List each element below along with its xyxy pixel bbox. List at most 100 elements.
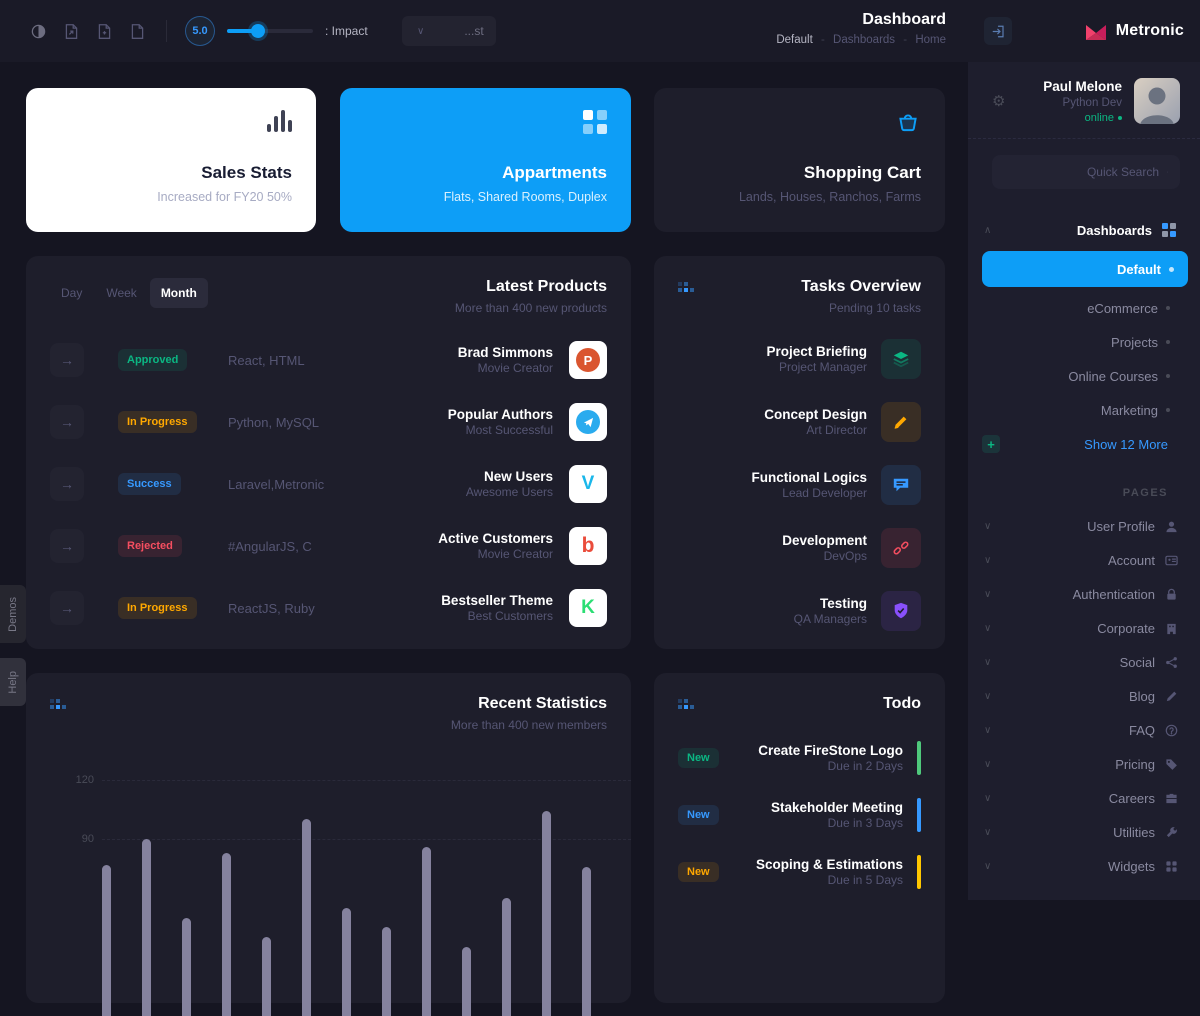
show-more-label: Show 12 More <box>1084 436 1168 452</box>
task-role: DevOps <box>823 548 867 563</box>
row-arrow-button[interactable]: → <box>50 591 84 625</box>
breadcrumb-dashboards[interactable]: Dashboards <box>833 34 896 46</box>
tab-month[interactable]: Month <box>149 278 208 308</box>
tab-day[interactable]: Day <box>50 278 93 308</box>
sidebar-item-dashboards[interactable]: ∧ Dashboards <box>968 213 1200 247</box>
building-icon <box>1165 622 1178 635</box>
sidebar-item-authentication[interactable]: ∨ Authentication <box>968 577 1200 611</box>
help-tab[interactable]: Help <box>0 658 26 706</box>
dots-grid-icon[interactable] <box>678 282 694 292</box>
tasks-overview-card: Tasks Overview Pending 10 tasks Project … <box>654 256 945 649</box>
todo-title: Create FireStone Logo <box>758 742 903 758</box>
chevron-down-icon: ∨ <box>984 826 992 838</box>
row-arrow-button[interactable]: → <box>50 343 84 377</box>
sidebar-item-online-courses[interactable]: Online Courses <box>968 359 1200 393</box>
avatar[interactable] <box>1134 78 1180 124</box>
sidebar-item-projects[interactable]: Projects <box>968 325 1200 359</box>
stat-bar <box>582 867 591 1016</box>
row-arrow-button[interactable]: → <box>50 529 84 563</box>
status-badge: In Progress <box>118 411 197 433</box>
sidebar-item-blog[interactable]: ∨ Blog <box>968 679 1200 713</box>
chevron-down-icon: ∨ <box>984 622 992 634</box>
tag-icon <box>1165 758 1178 771</box>
sidebar-item-default[interactable]: Default <box>982 251 1188 287</box>
chevron-down-icon: ∨ <box>984 520 992 532</box>
gear-icon[interactable]: ⚙ <box>992 93 1006 110</box>
product-row: → Rejected #AngularJS, C Active Customer… <box>50 515 607 577</box>
task-row[interactable]: Testing QA Managers <box>678 579 921 642</box>
product-row: → Success Laravel,Metronic New Users Awes… <box>50 453 607 515</box>
chevron-down-icon: ∨ <box>984 724 992 736</box>
impact-slider[interactable] <box>227 23 313 39</box>
file-icon[interactable] <box>127 21 148 42</box>
bullet-dot-icon <box>1166 408 1170 412</box>
file-export-icon[interactable] <box>61 21 82 42</box>
help-tab-label: Help <box>7 670 19 694</box>
card-title: Tasks Overview <box>801 278 921 295</box>
grid-icon <box>1165 860 1178 873</box>
task-row[interactable]: Functional Logics Lead Developer <box>678 453 921 516</box>
sidebar-item-marketing[interactable]: Marketing <box>968 393 1200 427</box>
todo-row[interactable]: New Stakeholder Meeting Due in 3 Days <box>678 786 921 843</box>
row-arrow-button[interactable]: → <box>50 405 84 439</box>
quick-search[interactable] <box>992 155 1180 189</box>
demos-tab[interactable]: Demos <box>0 585 26 643</box>
slider-track[interactable] <box>227 29 313 33</box>
product-tech: React, HTML <box>228 352 305 368</box>
todo-row[interactable]: New Scoping & Estimations Due in 5 Days <box>678 843 921 900</box>
sidebar-item-corporate[interactable]: ∨ Corporate <box>968 611 1200 645</box>
dots-grid-icon[interactable] <box>50 699 66 709</box>
card-title: Todo <box>883 695 921 712</box>
stat-bar <box>382 927 391 1016</box>
theme-toggle-icon[interactable] <box>28 21 49 42</box>
task-row[interactable]: Concept Design Art Director <box>678 390 921 453</box>
card-title: Recent Statistics <box>478 695 607 712</box>
sales-stats-card[interactable]: Sales Stats Increased for FY20 50% <box>26 88 316 232</box>
product-tech: ReactJS, Ruby <box>228 600 315 616</box>
nav-item-label: Default <box>1116 261 1161 277</box>
sidebar-item-utilities[interactable]: ∨ Utilities <box>968 815 1200 849</box>
slider-knob[interactable] <box>251 24 265 38</box>
user-role: Python Dev <box>1062 96 1122 109</box>
breadcrumb-home[interactable]: Home <box>915 34 946 46</box>
dots-grid-icon[interactable] <box>678 699 694 709</box>
task-row[interactable]: Project Briefing Project Manager <box>678 327 921 390</box>
lock-icon <box>1165 588 1178 601</box>
shopping-cart-card[interactable]: Shopping Cart Lands, Houses, Ranchos, Fa… <box>654 88 945 232</box>
breadcrumb-default[interactable]: Default <box>776 34 813 46</box>
brand-logo[interactable]: Metronic <box>1084 0 1184 62</box>
search-icon[interactable] <box>1167 165 1168 179</box>
new-badge: New <box>678 861 719 882</box>
todo-title: Stakeholder Meeting <box>770 799 903 815</box>
task-row[interactable]: Development DevOps <box>678 516 921 579</box>
product-role: Movie Creator <box>477 547 553 561</box>
vimeo-icon: V <box>569 465 607 503</box>
sidebar-item-social[interactable]: ∨ Social <box>968 645 1200 679</box>
new-badge: New <box>678 747 719 768</box>
apartments-card[interactable]: Appartments Flats, Shared Rooms, Duplex <box>340 88 631 232</box>
sidebar-item-ecommerce[interactable]: eCommerce <box>968 291 1200 325</box>
todo-row[interactable]: New Create FireStone Logo Due in 2 Days <box>678 729 921 786</box>
sidebar-item-user-profile[interactable]: ∨ User Profile <box>968 509 1200 543</box>
arrow-right-icon: → <box>60 414 74 430</box>
file-add-icon[interactable] <box>94 21 115 42</box>
slider-fill <box>227 29 257 33</box>
filter-dropdown[interactable]: ∨ ...st <box>401 16 496 46</box>
sidebar-item-faq[interactable]: ∨ FAQ <box>968 713 1200 747</box>
tab-week[interactable]: Week <box>95 278 147 308</box>
user-status: online <box>1084 111 1114 124</box>
stat-bar <box>182 918 191 1016</box>
card-title: Appartments <box>502 163 607 182</box>
sidebar-item-widgets[interactable]: ∨ Widgets <box>968 849 1200 883</box>
show-more-button[interactable]: + Show 12 More <box>968 427 1200 461</box>
breadcrumb-separator: - <box>903 34 908 46</box>
id-card-icon <box>1165 554 1178 567</box>
row-arrow-button[interactable]: → <box>50 467 84 501</box>
period-tabs: Day Week Month <box>50 278 208 308</box>
sidebar-item-careers[interactable]: ∨ Careers <box>968 781 1200 815</box>
sidebar-item-account[interactable]: ∨ Account <box>968 543 1200 577</box>
sidebar-item-pricing[interactable]: ∨ Pricing <box>968 747 1200 781</box>
search-input[interactable] <box>1004 165 1159 179</box>
card-title: Shopping Cart <box>803 163 921 182</box>
quick-panel-icon[interactable] <box>984 17 1012 45</box>
